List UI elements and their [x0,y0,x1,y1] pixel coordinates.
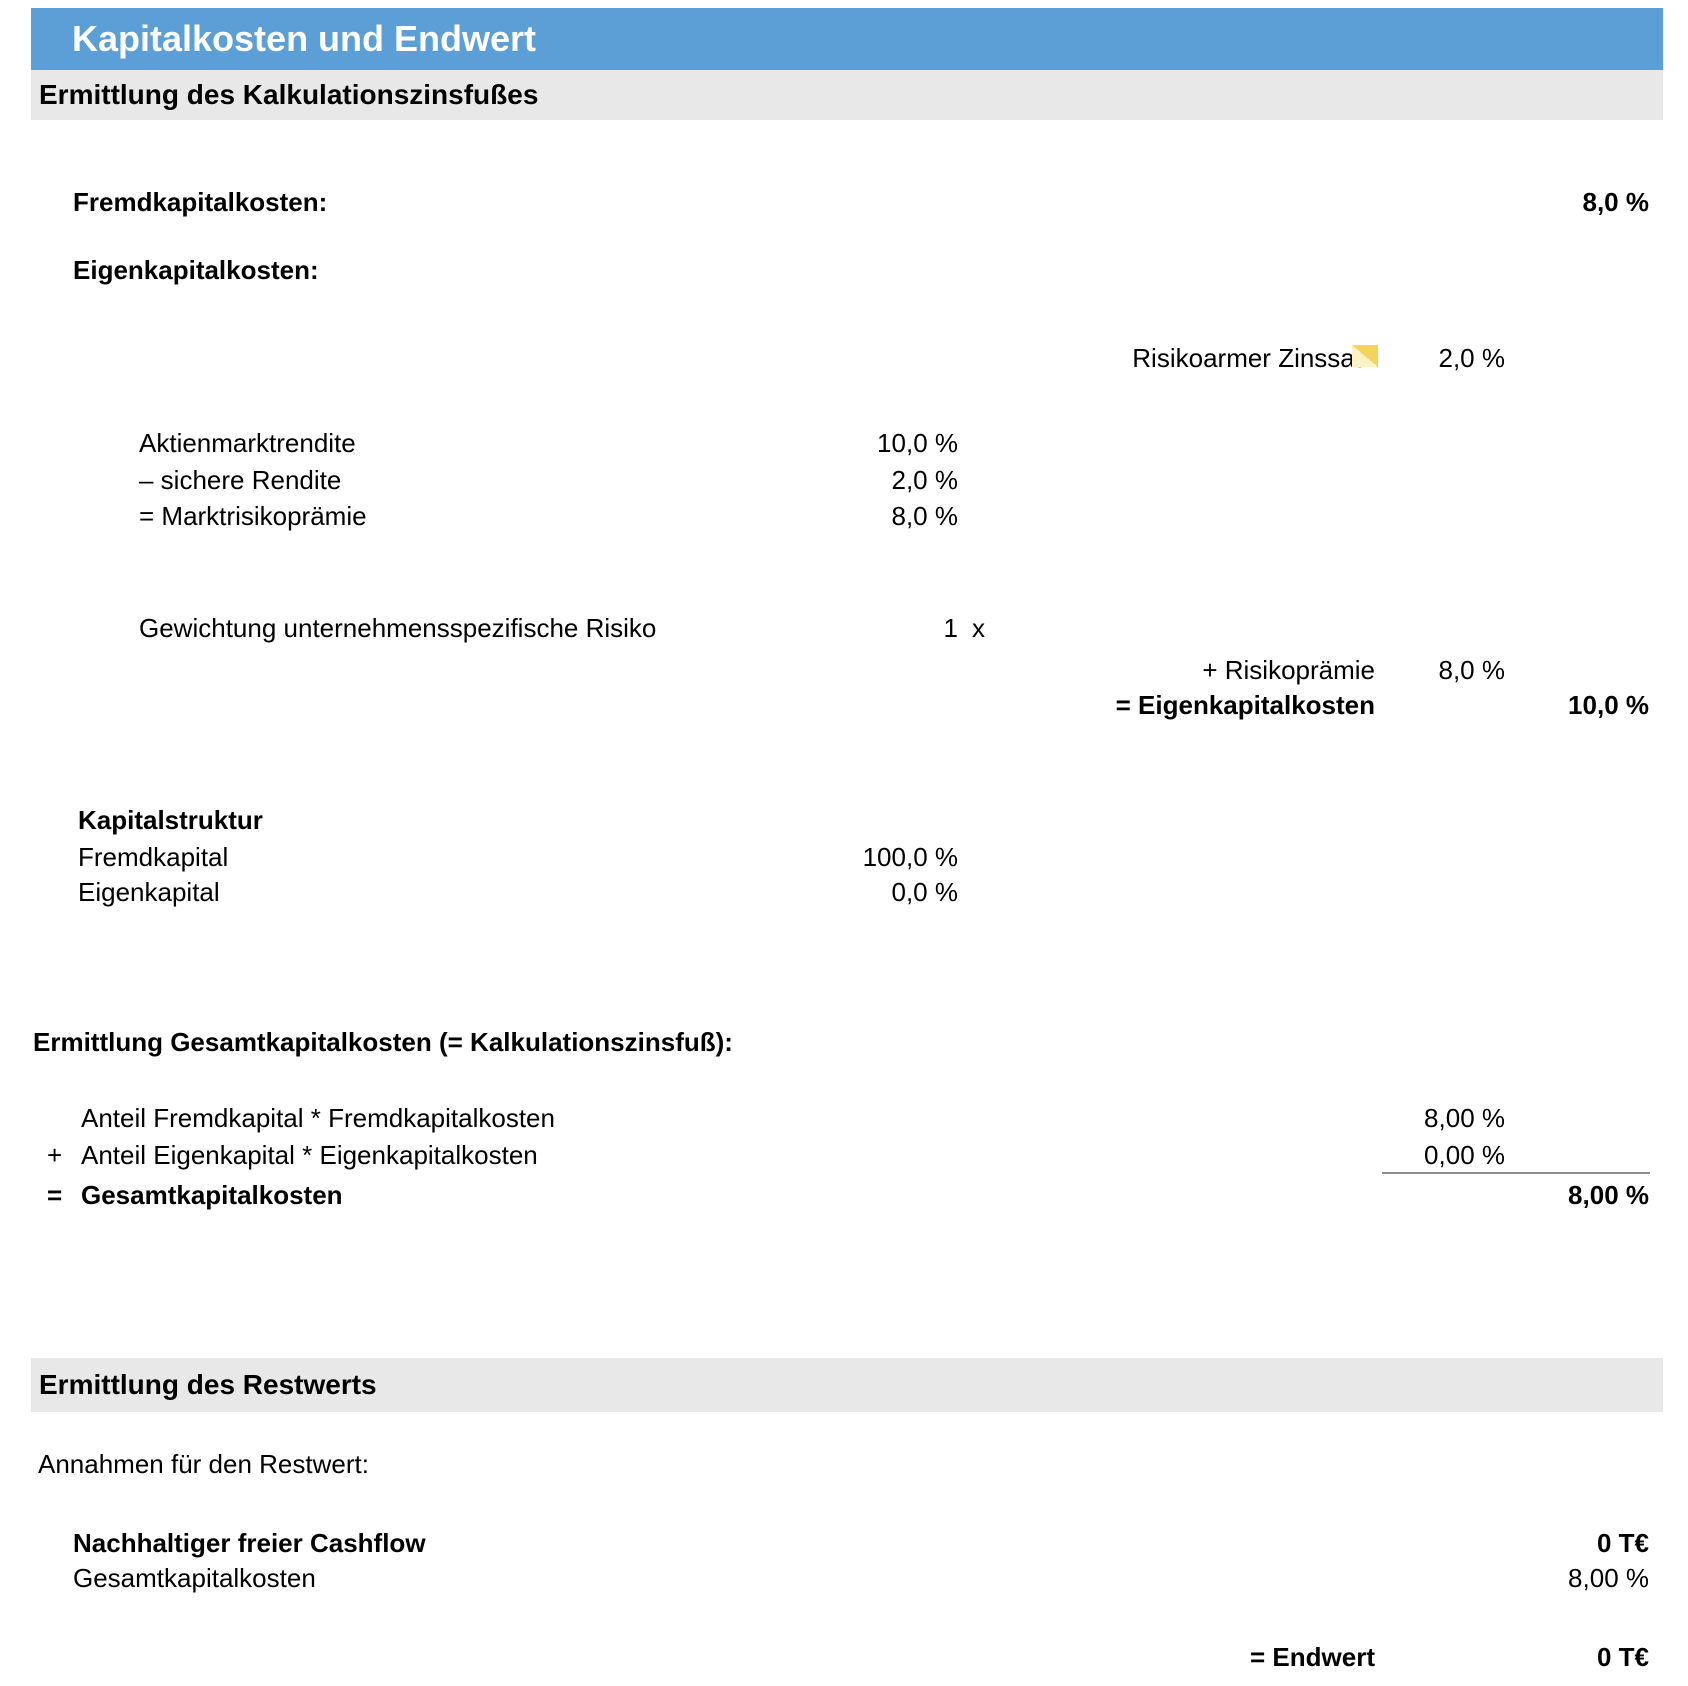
row-kapitalstruktur-heading: Kapitalstruktur [31,802,1663,838]
row-eigenkapitalkosten-heading: Eigenkapitalkosten: [31,252,1663,288]
row-eigenkapital: Eigenkapital 0,0 % [31,874,1663,910]
section-header-kalkulationszinsfuss-label: Ermittlung des Kalkulationszinsfußes [39,79,539,110]
row-anteil-eigenkapital: + Anteil Eigenkapital * Eigenkapitalkost… [31,1137,1663,1173]
gewichtung-risiko-label: Gewichtung unternehmensspezifische Risik… [139,613,657,643]
row-gesamtkapitalkosten-summe: = Gesamtkapitalkosten 8,00 % [31,1177,1663,1213]
marktrisikopraemie-value[interactable]: 8,0 % [891,501,959,531]
cashflow-label: Nachhaltiger freier Cashflow [73,1528,426,1558]
page-title: Kapitalkosten und Endwert [72,18,537,59]
row-anteil-fremdkapital: Anteil Fremdkapital * Fremdkapitalkosten… [31,1100,1663,1136]
risikoarmer-zinssatz-value[interactable]: 2,0 % [1438,343,1506,373]
fremdkapitalkosten-label: Fremdkapitalkosten: [73,187,328,217]
restwert-gesamtkapitalkosten-label: Gesamtkapitalkosten [73,1563,316,1593]
risikopraemie-label: + Risikoprämie [1202,655,1375,685]
eigenkapital-label: Eigenkapital [78,877,220,907]
anteil-eigenkapital-value[interactable]: 0,00 % [1424,1140,1505,1170]
kapitalstruktur-label: Kapitalstruktur [78,805,263,835]
row-eigenkapitalkosten-summe: = Eigenkapitalkosten 10,0 % [31,687,1663,723]
section-header-restwert-label: Ermittlung des Restwerts [39,1369,377,1400]
fremdkapital-label: Fremdkapital [78,842,229,872]
eigenkapitalkosten-summe-value[interactable]: 10,0 % [1568,690,1649,720]
gesamtkapitalkosten-summe-operator: = [47,1180,63,1210]
eigenkapitalkosten-label: Eigenkapitalkosten: [73,255,319,285]
row-annahmen-restwert: Annahmen für den Restwert: [31,1446,1663,1482]
sichere-rendite-label: – sichere Rendite [139,465,342,495]
row-gewichtung-risiko: Gewichtung unternehmensspezifische Risik… [31,610,1663,646]
anteil-eigenkapital-operator: + [47,1140,63,1170]
endwert-label: = Endwert [1250,1642,1375,1672]
row-fremdkapital: Fremdkapital 100,0 % [31,839,1663,875]
row-gesamtkapitalkosten-heading: Ermittlung Gesamtkapitalkosten (= Kalkul… [31,1024,1663,1060]
anteil-fremdkapital-value[interactable]: 8,00 % [1424,1103,1505,1133]
anteil-fremdkapital-label: Anteil Fremdkapital * Fremdkapitalkosten [81,1103,555,1133]
gesamtkapitalkosten-heading-label: Ermittlung Gesamtkapitalkosten (= Kalkul… [33,1027,733,1057]
restwert-gesamtkapitalkosten-value[interactable]: 8,00 % [1568,1563,1649,1593]
eigenkapitalkosten-summe-label: = Eigenkapitalkosten [1115,690,1375,720]
endwert-value[interactable]: 0 T€ [1596,1642,1649,1672]
row-risikoarmer-zinssatz: Risikoarmer Zinssatz 2,0 % [31,340,1663,376]
fremdkapital-value[interactable]: 100,0 % [862,842,958,872]
comment-marker-icon[interactable] [1352,345,1378,367]
section-header-kalkulationszinsfuss: Ermittlung des Kalkulationszinsfußes [31,70,1663,120]
aktienmarktrendite-value[interactable]: 10,0 % [877,428,958,458]
risikopraemie-value[interactable]: 8,0 % [1438,655,1506,685]
row-endwert: = Endwert 0 T€ [31,1639,1663,1675]
row-fremdkapitalkosten: Fremdkapitalkosten: 8,0 % [31,184,1663,220]
row-risikopraemie: + Risikoprämie 8,0 % [31,652,1663,688]
eigenkapital-value[interactable]: 0,0 % [891,877,959,907]
aktienmarktrendite-label: Aktienmarktrendite [139,428,356,458]
annahmen-restwert-label: Annahmen für den Restwert: [38,1449,369,1479]
risikoarmer-zinssatz-label: Risikoarmer Zinssatz [1132,343,1375,373]
row-cashflow: Nachhaltiger freier Cashflow 0 T€ [31,1525,1663,1561]
row-restwert-gesamtkapitalkosten: Gesamtkapitalkosten 8,00 % [31,1560,1663,1596]
row-sichere-rendite: – sichere Rendite 2,0 % [31,462,1663,498]
section-header-restwert: Ermittlung des Restwerts [31,1358,1663,1412]
cashflow-value[interactable]: 0 T€ [1596,1528,1649,1558]
gewichtung-risiko-unit: x [972,613,985,643]
anteil-eigenkapital-label: Anteil Eigenkapital * Eigenkapitalkosten [81,1140,538,1170]
sum-divider-line [1382,1172,1650,1174]
row-marktrisikopraemie: = Marktrisikoprämie 8,0 % [31,498,1663,534]
page-title-bar: Kapitalkosten und Endwert [31,8,1663,70]
gewichtung-risiko-value[interactable]: 1 [943,613,958,643]
gesamtkapitalkosten-summe-value[interactable]: 8,00 % [1568,1180,1649,1210]
gesamtkapitalkosten-summe-label: Gesamtkapitalkosten [81,1180,343,1210]
row-aktienmarktrendite: Aktienmarktrendite 10,0 % [31,425,1663,461]
marktrisikopraemie-label: = Marktrisikoprämie [139,501,367,531]
fremdkapitalkosten-value[interactable]: 8,0 % [1582,187,1650,217]
sichere-rendite-value[interactable]: 2,0 % [891,465,959,495]
